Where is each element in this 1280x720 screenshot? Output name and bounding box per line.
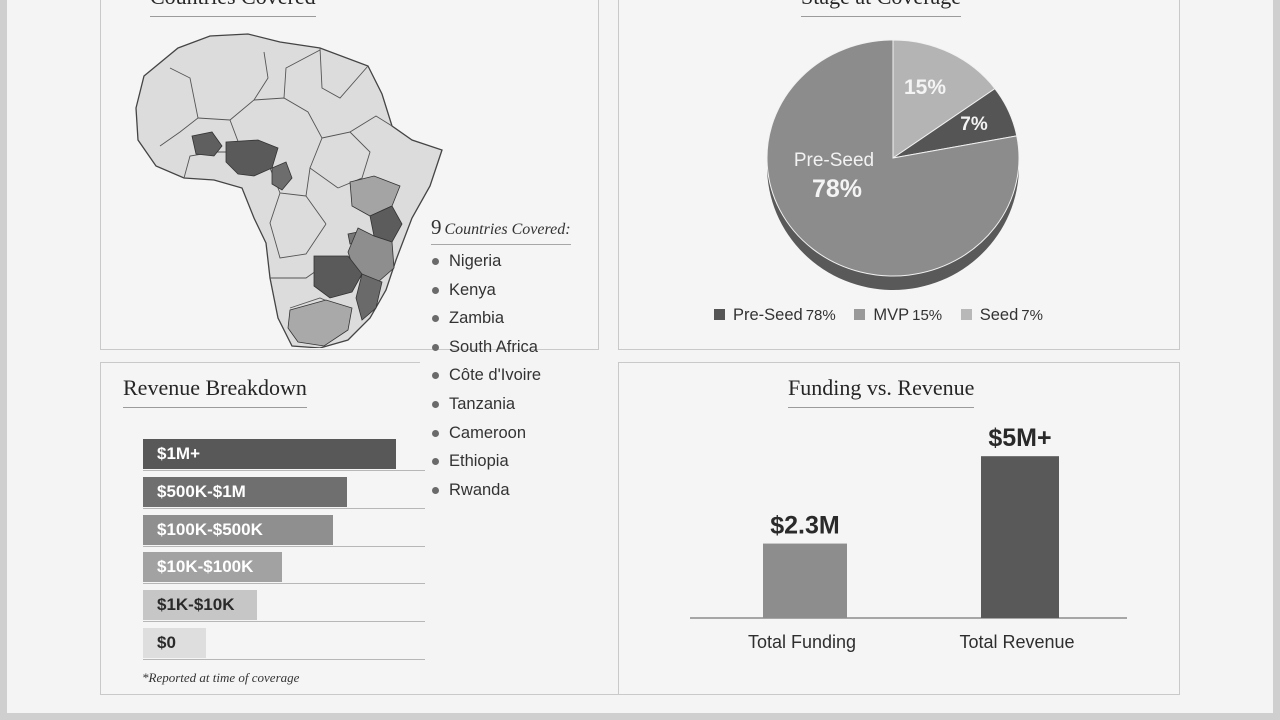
countries-panel-title: Countries Covered [150, 0, 316, 17]
country-item: Côte d'Ivoire [431, 361, 541, 390]
pie-label-preseed-name: Pre-Seed [794, 150, 874, 171]
legend-swatch [714, 309, 725, 320]
funding-panel [618, 362, 1180, 695]
revenue-bar: $500K-$1M [143, 476, 347, 507]
legend-item-preseed: Pre-Seed 78% [714, 306, 836, 325]
revenue-row-divider [143, 470, 425, 471]
funding-category-label: Total Funding [748, 632, 856, 652]
country-item: Cameroon [431, 419, 541, 448]
country-item: Rwanda [431, 476, 541, 505]
revenue-panel-bottom-edge [100, 694, 619, 695]
map-country-mozambique [355, 273, 383, 321]
country-list: Nigeria Kenya Zambia South Africa Côte d… [431, 247, 541, 504]
africa-map-icon [135, 33, 443, 348]
pie-slice-mvp [892, 39, 996, 159]
revenue-row-divider [143, 621, 425, 623]
revenue-row-divider [143, 583, 425, 585]
revenue-footnote: *Reported at time of coverage [142, 670, 300, 685]
map-country-kenya [369, 205, 403, 243]
map-country-tanzania [347, 227, 395, 283]
pie-label-mvp-value: 15% [904, 76, 946, 99]
funding-bar-chart: $2.3M Total Funding $5M+ Total Revenue [690, 424, 1127, 652]
revenue-row-divider [143, 545, 425, 547]
legend-swatch [960, 309, 972, 320]
legend-item-mvp: MVP 15% [854, 306, 942, 325]
map-country-cote-divoire [191, 131, 223, 157]
stage-pie-chart: Pre-Seed 78% 15% 7% [766, 39, 1020, 290]
revenue-row-divider [143, 507, 425, 509]
legend-name: Seed [979, 306, 1019, 324]
countries-count-heading: 9 Countries Covered: [431, 215, 571, 245]
country-item: Nigeria [431, 247, 541, 276]
revenue-bar: $1M+ [143, 439, 396, 469]
legend-swatch [854, 309, 866, 320]
legend-value: 78% [805, 307, 836, 324]
legend-value: 7% [1021, 307, 1043, 324]
funding-bar-total-funding [763, 543, 847, 618]
map-country-cameroon [271, 161, 293, 191]
funding-category-label: Total Revenue [959, 632, 1074, 652]
revenue-bar: $1K-$10K [143, 590, 257, 621]
legend-name: MVP [873, 306, 910, 324]
legend-item-seed: Seed 7% [960, 306, 1043, 325]
country-item: Ethiopia [431, 447, 541, 476]
country-item: Tanzania [431, 390, 541, 419]
pie-label-seed-value: 7% [960, 114, 988, 135]
revenue-bar: $10K-$100K [143, 552, 283, 583]
countries-count: 9 [431, 215, 442, 239]
map-country-south-africa [287, 299, 353, 347]
countries-count-label: Countries Covered: [444, 221, 571, 238]
funding-value-label: $5M+ [988, 424, 1051, 452]
funding-value-label: $2.3M [770, 512, 839, 540]
pie-slices [766, 39, 1020, 277]
legend-name: Pre-Seed [733, 306, 803, 324]
pie-slice-pre-seed [766, 39, 1020, 277]
funding-bar-total-revenue [981, 456, 1059, 618]
revenue-bar: $0 [143, 628, 207, 658]
pie-label-preseed-value: 78% [812, 175, 862, 203]
country-item: Zambia [431, 304, 541, 333]
country-item: South Africa [431, 333, 541, 362]
stage-legend: Pre-Seed 78% MVP 15% Seed 7% [714, 306, 1057, 325]
revenue-row-divider [143, 659, 425, 660]
stage-panel-title: Stage at Coverage [801, 0, 962, 17]
map-country-nigeria [225, 139, 279, 177]
country-item: Kenya [431, 276, 541, 305]
revenue-panel-title: Revenue Breakdown [123, 375, 307, 408]
revenue-bar: $100K-$500K [143, 514, 333, 545]
legend-value: 15% [912, 307, 943, 324]
funding-panel-title: Funding vs. Revenue [788, 375, 975, 408]
map-country-zambia [313, 255, 363, 299]
